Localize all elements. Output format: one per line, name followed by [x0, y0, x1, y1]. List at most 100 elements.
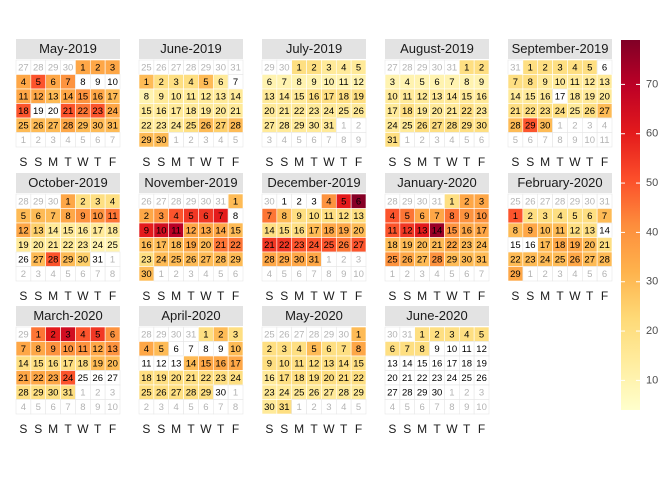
- day-label: 6: [419, 211, 424, 222]
- day-label: 5: [356, 62, 361, 73]
- day-label: 24: [171, 120, 182, 131]
- other-month-day-label: 8: [233, 402, 238, 413]
- weekday-label: S: [511, 155, 519, 169]
- other-month-day-label: 31: [186, 329, 197, 340]
- empty-cell: [227, 399, 244, 415]
- day-label: 23: [48, 373, 59, 384]
- other-month-day-label: 4: [602, 120, 607, 131]
- weekday-label: T: [217, 422, 225, 436]
- day-label: 16: [141, 240, 152, 251]
- day-label: 13: [387, 358, 398, 369]
- day-label: 1: [449, 196, 454, 207]
- day-label: 18: [324, 225, 335, 236]
- other-month-day-label: 30: [215, 62, 226, 73]
- day-label: 3: [110, 62, 115, 73]
- day-label: 16: [156, 106, 167, 117]
- day-label: 4: [173, 211, 178, 222]
- day-label: 15: [510, 240, 521, 251]
- day-label: 5: [341, 196, 346, 207]
- weekday-label: M: [417, 289, 427, 303]
- other-month-day-label: 28: [186, 62, 197, 73]
- weekday-label: S: [280, 289, 288, 303]
- day-label: 5: [479, 329, 484, 340]
- day-label: 10: [476, 211, 487, 222]
- day-label: 5: [159, 344, 164, 355]
- day-label: 21: [230, 106, 241, 117]
- other-month-day-label: 6: [80, 269, 85, 280]
- day-label: 7: [341, 344, 346, 355]
- empty-cell: [104, 399, 121, 415]
- other-month-day-label: 8: [449, 402, 454, 413]
- other-month-day-label: 1: [557, 120, 562, 131]
- panel-title: September-2019: [512, 41, 609, 56]
- day-label: 20: [417, 240, 428, 251]
- other-month-day-label: 4: [267, 269, 272, 280]
- day-label: 8: [203, 344, 208, 355]
- day-label: 3: [95, 196, 100, 207]
- other-month-day-label: 1: [173, 135, 178, 146]
- day-label: 18: [461, 358, 472, 369]
- other-month-day-label: 30: [48, 196, 59, 207]
- weekday-label: M: [417, 155, 427, 169]
- other-month-day-label: 4: [65, 135, 70, 146]
- day-label: 6: [203, 211, 208, 222]
- day-label: 26: [570, 254, 581, 265]
- day-label: 9: [144, 225, 149, 236]
- other-month-day-label: 6: [95, 135, 100, 146]
- day-label: 22: [63, 240, 74, 251]
- weekday-label: W: [446, 155, 458, 169]
- day-label: 6: [267, 77, 272, 88]
- weekday-label: S: [280, 422, 288, 436]
- colorbar-tick-label: 20: [646, 325, 658, 337]
- day-label: 10: [107, 77, 118, 88]
- other-month-day-label: 3: [419, 269, 424, 280]
- weekday-label: F: [601, 155, 608, 169]
- day-label: 19: [353, 91, 364, 102]
- panel-title: June-2020: [406, 308, 467, 323]
- weekday-label: F: [478, 422, 485, 436]
- day-label: 2: [311, 62, 316, 73]
- day-label: 1: [464, 62, 469, 73]
- other-month-day-label: 6: [50, 402, 55, 413]
- other-month-day-label: 5: [449, 269, 454, 280]
- weekday-label: S: [403, 289, 411, 303]
- other-month-day-label: 29: [417, 62, 428, 73]
- day-label: 26: [476, 373, 487, 384]
- day-label: 28: [599, 254, 610, 265]
- colorbar: [621, 40, 640, 410]
- day-label: 24: [156, 254, 167, 265]
- weekday-label: T: [340, 422, 348, 436]
- day-label: 28: [402, 387, 413, 398]
- day-label: 10: [309, 211, 320, 222]
- day-label: 17: [92, 225, 103, 236]
- other-month-day-label: 28: [387, 196, 398, 207]
- day-label: 17: [387, 106, 398, 117]
- other-month-day-label: 29: [324, 329, 335, 340]
- day-label: 14: [279, 91, 290, 102]
- other-month-day-label: 2: [95, 387, 100, 398]
- day-label: 11: [141, 358, 151, 369]
- empty-cell: [350, 132, 367, 148]
- day-label: 8: [513, 225, 518, 236]
- weekday-label: S: [34, 155, 42, 169]
- day-label: 15: [461, 91, 472, 102]
- other-month-day-label: 1: [390, 269, 395, 280]
- other-month-day-label: 5: [282, 269, 287, 280]
- day-label: 20: [107, 358, 118, 369]
- day-label: 22: [78, 106, 89, 117]
- day-label: 8: [464, 77, 469, 88]
- day-label: 14: [215, 225, 226, 236]
- day-label: 25: [294, 387, 305, 398]
- other-month-day-label: 1: [326, 254, 331, 265]
- day-label: 4: [21, 77, 26, 88]
- other-month-day-label: 6: [479, 135, 484, 146]
- day-label: 1: [65, 196, 70, 207]
- day-label: 20: [201, 240, 212, 251]
- weekday-label: M: [171, 155, 181, 169]
- day-label: 31: [476, 254, 487, 265]
- other-month-day-label: 4: [173, 402, 178, 413]
- day-label: 3: [390, 77, 395, 88]
- day-label: 31: [324, 120, 335, 131]
- weekday-label: T: [94, 289, 102, 303]
- other-month-day-label: 6: [233, 269, 238, 280]
